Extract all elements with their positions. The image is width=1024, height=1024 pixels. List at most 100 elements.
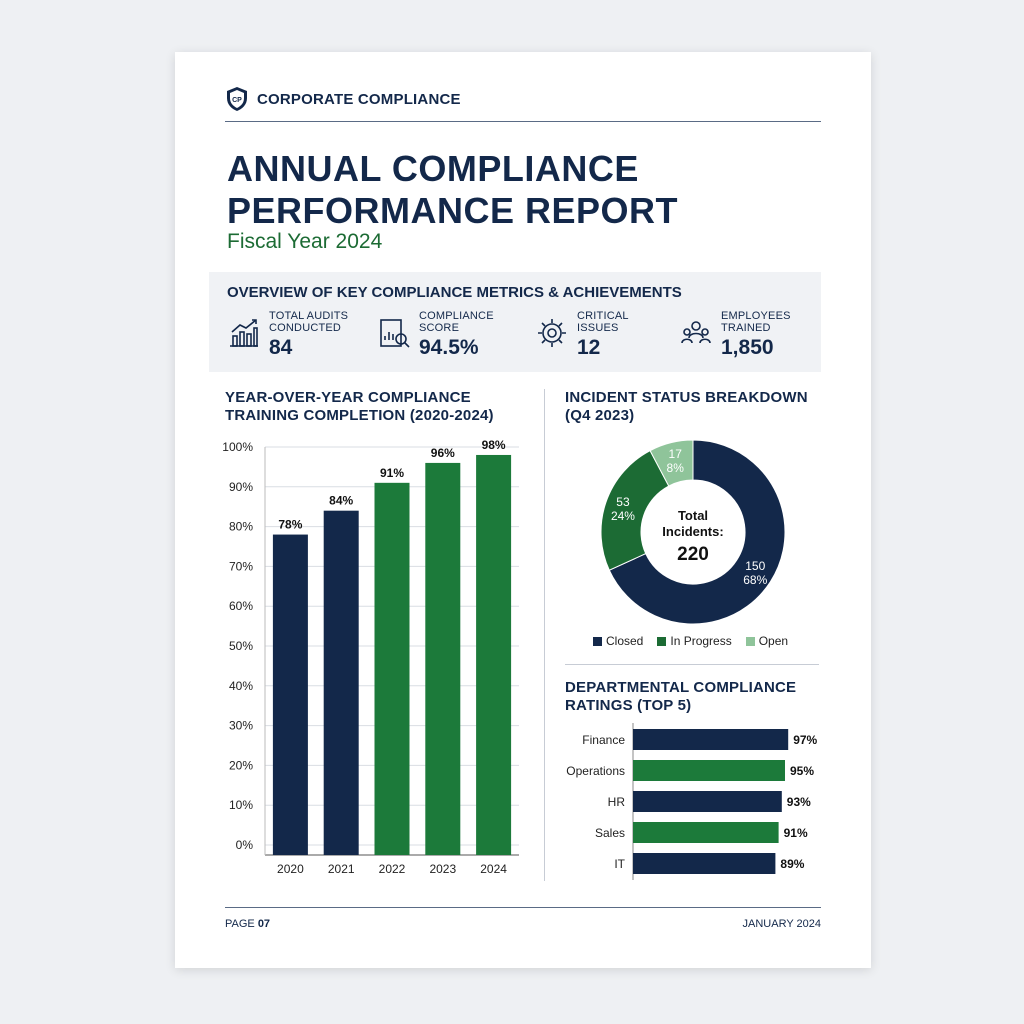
donut-value-label: 53 bbox=[616, 495, 630, 509]
hbar-category-label: Operations bbox=[566, 764, 625, 778]
donut-percent-label: 68% bbox=[743, 573, 767, 587]
x-tick-label: 2024 bbox=[480, 862, 507, 876]
legend-swatch bbox=[657, 637, 667, 646]
hbar-data-label: 91% bbox=[784, 826, 808, 840]
overview-panel: OVERVIEW OF KEY COMPLIANCE METRICS & ACH… bbox=[209, 272, 821, 372]
department-ratings-chart: Finance 97% Operations 95% HR 93% Sales 91% IT 89… bbox=[175, 52, 871, 892]
y-tick-label: 70% bbox=[229, 559, 253, 573]
metric-critical-issues: CRITICAL ISSUES 12 bbox=[535, 310, 667, 360]
metric-total-audits: TOTAL AUDITS CONDUCTED 84 bbox=[227, 310, 359, 360]
legend-label: Closed bbox=[606, 634, 644, 648]
right-divider bbox=[565, 664, 819, 665]
page-number: PAGE 07 bbox=[225, 918, 271, 930]
donut-value-label: 150 bbox=[745, 559, 765, 573]
y-tick-label: 60% bbox=[229, 599, 253, 613]
training-completion-chart: 0% 10% 20% 30% 40% 50% 60% 70% 80% 90% 100% 78% 2020… bbox=[175, 52, 545, 892]
x-tick-label: 2023 bbox=[429, 862, 456, 876]
metric-label: TOTAL AUDITS CONDUCTED bbox=[269, 310, 349, 334]
metric-label: EMPLOYEES TRAINED bbox=[721, 310, 791, 334]
y-tick-label: 30% bbox=[229, 719, 253, 733]
y-tick-label: 80% bbox=[229, 520, 253, 534]
bar bbox=[374, 482, 410, 855]
gear-icon bbox=[538, 319, 566, 347]
y-tick-label: 0% bbox=[236, 838, 254, 852]
brand-header: CP CORPORATE COMPLIANCE bbox=[225, 86, 461, 112]
hbar-category-label: Sales bbox=[595, 826, 625, 840]
hbar bbox=[633, 853, 776, 874]
bar-data-label: 96% bbox=[431, 446, 455, 460]
bar bbox=[272, 534, 308, 855]
legend-item: In Progress bbox=[657, 634, 732, 648]
report-page: CP CORPORATE COMPLIANCE ANNUAL COMPLIANC… bbox=[175, 52, 871, 968]
brand-name: CORPORATE COMPLIANCE bbox=[257, 90, 461, 108]
people-icon bbox=[681, 321, 711, 344]
section-divider bbox=[544, 389, 545, 881]
donut-legend: Closed In Progress Open bbox=[593, 634, 788, 648]
legend-label: Open bbox=[758, 634, 789, 648]
bar-data-label: 78% bbox=[278, 518, 302, 532]
hbar bbox=[633, 729, 789, 750]
y-tick-label: 10% bbox=[229, 798, 253, 812]
donut-percent-label: 8% bbox=[667, 461, 685, 475]
metric-value: 94.5% bbox=[419, 336, 479, 359]
report-icon bbox=[380, 319, 410, 348]
y-tick-label: 50% bbox=[229, 639, 253, 653]
hbar-category-label: Finance bbox=[582, 733, 625, 747]
footer-divider bbox=[225, 907, 821, 908]
donut-slice-closed bbox=[608, 439, 786, 625]
metric-compliance-score: COMPLIANCE SCORE 94.5% bbox=[377, 310, 509, 360]
metric-value: 12 bbox=[577, 336, 601, 359]
y-tick-label: 40% bbox=[229, 679, 253, 693]
donut-slice-open bbox=[649, 439, 694, 487]
bar bbox=[323, 510, 359, 855]
y-tick-label: 20% bbox=[229, 758, 253, 772]
hbar-data-label: 93% bbox=[787, 795, 811, 809]
hbar-data-label: 95% bbox=[790, 764, 814, 778]
hbar-chart-title: DEPARTMENTAL COMPLIANCE RATINGS (TOP 5) bbox=[565, 679, 797, 714]
hbar bbox=[633, 791, 782, 812]
bar bbox=[425, 462, 461, 855]
donut-percent-label: 24% bbox=[611, 509, 635, 523]
chart-icon bbox=[230, 319, 258, 347]
hbar-data-label: 97% bbox=[793, 733, 817, 747]
donut-chart-title: INCIDENT STATUS BREAKDOWN (Q4 2023) bbox=[565, 389, 808, 424]
donut-value-label: 17 bbox=[669, 447, 683, 461]
metric-employees-trained: EMPLOYEES TRAINED 1,850 bbox=[679, 310, 811, 360]
bar-data-label: 84% bbox=[329, 494, 353, 508]
title-line-1: ANNUAL COMPLIANCE bbox=[227, 148, 639, 189]
legend-swatch bbox=[745, 637, 755, 646]
donut-center-label-2: Incidents: bbox=[662, 524, 723, 539]
hbar-chart-svg: Finance 97% Operations 95% HR 93% Sales 91% IT 89… bbox=[566, 723, 818, 880]
hbar bbox=[633, 760, 785, 781]
bar-chart-title: YEAR-OVER-YEAR COMPLIANCE TRAINING COMPL… bbox=[225, 389, 494, 424]
x-tick-label: 2021 bbox=[328, 862, 355, 876]
x-tick-label: 2020 bbox=[277, 862, 304, 876]
y-tick-label: 90% bbox=[229, 480, 253, 494]
metric-label: COMPLIANCE SCORE bbox=[419, 310, 494, 334]
x-tick-label: 2022 bbox=[379, 862, 406, 876]
metric-label: CRITICAL ISSUES bbox=[577, 310, 629, 334]
donut-center-label-1: Total bbox=[678, 508, 708, 523]
title-line-2: PERFORMANCE REPORT bbox=[227, 190, 679, 231]
y-tick-label: 100% bbox=[222, 440, 253, 454]
shield-logo-icon: CP bbox=[227, 87, 247, 111]
hbar-category-label: HR bbox=[608, 795, 626, 809]
legend-item: Open bbox=[745, 634, 789, 648]
hbar-data-label: 89% bbox=[780, 857, 804, 871]
hbar-category-label: IT bbox=[614, 857, 625, 871]
page-title: ANNUAL COMPLIANCE PERFORMANCE REPORT bbox=[227, 148, 678, 232]
legend-label: In Progress bbox=[670, 634, 732, 648]
brand-badge: CP bbox=[232, 97, 242, 104]
metric-value: 1,850 bbox=[721, 336, 774, 359]
metric-value: 84 bbox=[269, 336, 293, 359]
bar-data-label: 91% bbox=[380, 466, 404, 480]
header-divider bbox=[225, 121, 821, 122]
hbar bbox=[633, 822, 779, 843]
report-date: JANUARY 2024 bbox=[742, 918, 821, 930]
overview-title: OVERVIEW OF KEY COMPLIANCE METRICS & ACH… bbox=[227, 284, 682, 301]
bar-chart-svg: 0% 10% 20% 30% 40% 50% 60% 70% 80% 90% 100% 78% 2020… bbox=[222, 438, 519, 876]
bar-data-label: 98% bbox=[482, 438, 506, 452]
donut-center-value: 220 bbox=[677, 544, 709, 565]
page-subtitle: Fiscal Year 2024 bbox=[227, 230, 383, 253]
